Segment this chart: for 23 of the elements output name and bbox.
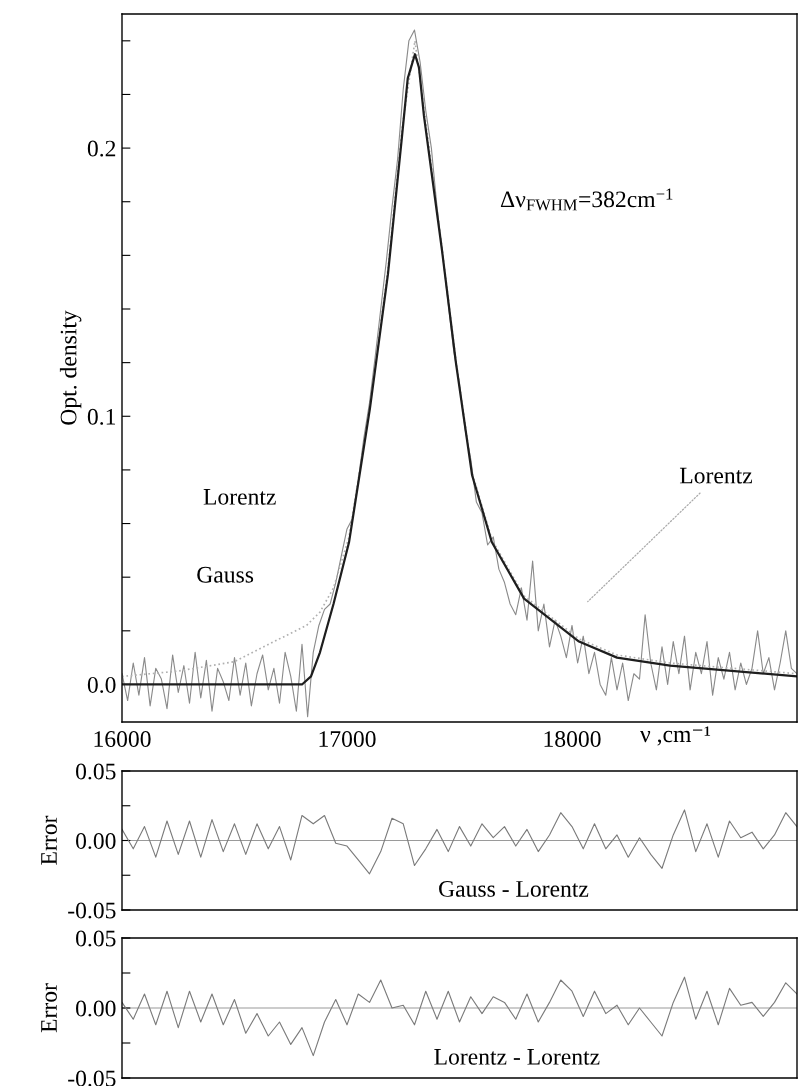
y-tick-label: 0.00 — [76, 1000, 116, 1017]
x-tick-label: 17000 — [319, 731, 376, 747]
annotation: Gauss - Lorentz — [439, 881, 589, 897]
y-tick-label: 0.05 — [76, 763, 116, 780]
y-tick-label: 0.2 — [87, 140, 116, 157]
y-tick-label: 0.0 — [87, 676, 116, 693]
y-tick-label: 0.1 — [87, 408, 116, 425]
y-axis-title: Error — [41, 815, 57, 865]
y-axis-title: Error — [41, 983, 57, 1033]
x-axis-title: ν ,cm⁻¹ — [640, 726, 711, 746]
y-tick-label: -0.05 — [68, 1070, 116, 1086]
line-series — [122, 809, 797, 875]
y-axis-title: Opt. density — [59, 310, 82, 425]
annotation: Gauss — [197, 566, 254, 583]
annotation: Lorentz - Lorentz — [434, 1049, 600, 1065]
x-tick-label: 16000 — [94, 731, 151, 747]
y-tick-label: 0.00 — [76, 832, 116, 850]
annotation: Δν$_{FWHM}$=382cm$^{−1}$ — [500, 188, 673, 211]
y-tick-label: 0.05 — [76, 930, 116, 947]
x-tick-label: 18000 — [544, 731, 601, 747]
annotation: Lorentz — [203, 489, 276, 505]
y-tick-label: -0.05 — [68, 902, 116, 919]
annotation: Lorentz — [679, 467, 753, 484]
